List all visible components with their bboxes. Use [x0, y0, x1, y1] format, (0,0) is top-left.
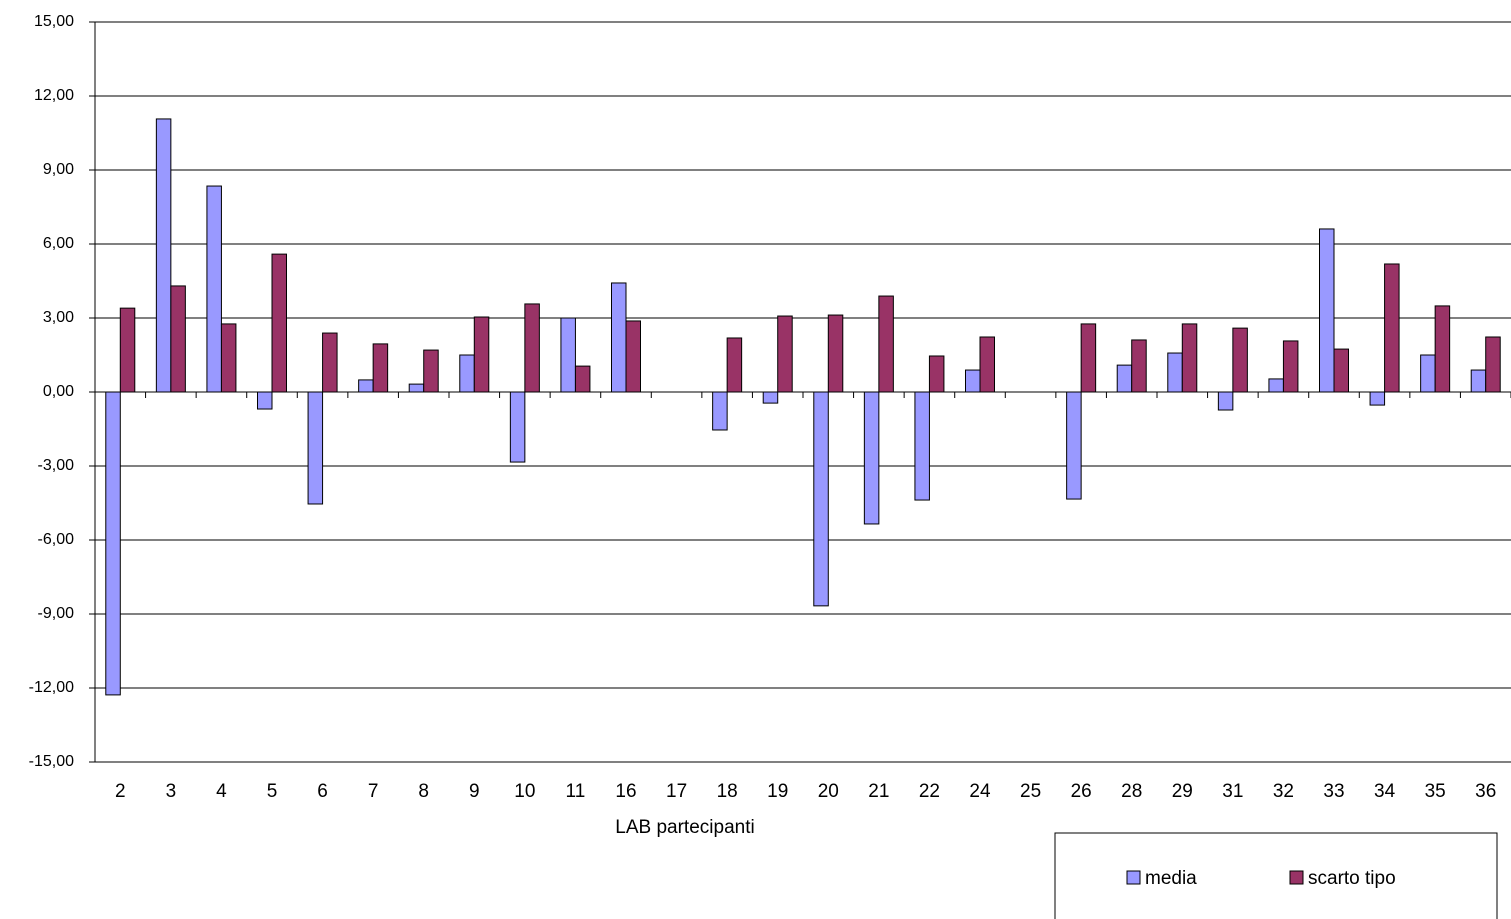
bar	[1319, 228, 1335, 393]
bar	[560, 317, 576, 393]
y-tick-label: -6,00	[38, 531, 75, 548]
x-tick-label: 31	[1222, 781, 1243, 802]
x-tick-label: 6	[317, 781, 328, 802]
bar	[1384, 263, 1400, 393]
bar	[979, 336, 995, 393]
x-tick-label: 18	[717, 781, 738, 802]
legend-box	[1054, 832, 1498, 919]
bar	[322, 332, 338, 393]
bar	[119, 307, 136, 393]
bar	[625, 320, 641, 393]
y-tick-label: -9,00	[38, 605, 75, 622]
bar	[914, 391, 930, 501]
x-axis-label: LAB partecipanti	[615, 817, 754, 838]
bar	[271, 253, 287, 393]
x-tick-label: 9	[469, 781, 480, 802]
y-tick-label: 6,00	[43, 235, 74, 252]
x-tick-label: 24	[969, 781, 991, 802]
bar	[524, 303, 540, 393]
x-tick-label: 34	[1374, 781, 1396, 802]
x-tick-label: 33	[1323, 781, 1344, 802]
bar	[509, 391, 526, 463]
x-tick-label: 20	[818, 781, 839, 802]
bar	[1369, 391, 1386, 406]
bar	[257, 391, 273, 410]
bar	[863, 391, 880, 525]
bar	[423, 349, 439, 393]
x-tick-label: 32	[1273, 781, 1294, 802]
y-tick-label: -15,00	[29, 753, 74, 770]
y-tick-label: 0,00	[43, 383, 74, 400]
x-tick-label: 10	[514, 781, 535, 802]
y-tick-label: -12,00	[29, 679, 74, 696]
bar	[762, 391, 779, 404]
bar	[1066, 391, 1082, 500]
bar	[712, 391, 728, 431]
x-tick-label: 19	[767, 781, 788, 802]
x-tick-label: 4	[216, 781, 227, 802]
bar	[827, 314, 844, 393]
bar	[777, 315, 793, 393]
bar	[928, 355, 945, 393]
bar	[155, 118, 172, 393]
y-tick-label: 3,00	[43, 309, 74, 326]
x-tick-label: 2	[115, 781, 126, 802]
bar	[1268, 378, 1284, 393]
y-tick-label: 12,00	[34, 87, 74, 104]
bar	[1282, 340, 1299, 393]
legend-label: media	[1145, 868, 1197, 889]
bar	[965, 369, 981, 393]
x-tick-label: 21	[868, 781, 889, 802]
x-tick-label: 8	[418, 781, 429, 802]
y-tick-label: 15,00	[34, 13, 74, 30]
bar	[1232, 327, 1248, 393]
bar	[220, 323, 237, 393]
bar	[611, 282, 627, 393]
bar	[1333, 348, 1349, 393]
bar	[1116, 364, 1133, 393]
bar	[170, 285, 186, 393]
bar	[1420, 354, 1436, 393]
bar	[726, 337, 743, 393]
legend-key	[1289, 870, 1304, 885]
x-tick-label: 35	[1425, 781, 1446, 802]
x-tick-label: 25	[1020, 781, 1041, 802]
bar	[1181, 323, 1198, 393]
y-tick-label: 9,00	[43, 161, 74, 178]
bar	[206, 185, 222, 393]
legend-key	[1126, 870, 1141, 885]
bar	[1485, 336, 1501, 393]
bar	[813, 391, 829, 607]
x-tick-label: 17	[666, 781, 687, 802]
y-tick-label: -3,00	[38, 457, 75, 474]
x-tick-label: 28	[1121, 781, 1142, 802]
bar	[358, 379, 374, 393]
bar	[878, 295, 894, 393]
bar	[473, 316, 490, 393]
bar	[372, 343, 389, 393]
x-tick-label: 29	[1172, 781, 1193, 802]
x-tick-label: 26	[1071, 781, 1092, 802]
bar	[1131, 339, 1147, 393]
x-tick-label: 16	[615, 781, 636, 802]
x-tick-label: 22	[919, 781, 940, 802]
bar	[307, 391, 324, 505]
bar	[105, 391, 121, 696]
x-tick-label: 5	[267, 781, 278, 802]
bar	[1080, 323, 1097, 393]
bar	[1434, 305, 1451, 393]
x-tick-label: 3	[166, 781, 177, 802]
bar	[408, 383, 425, 393]
x-tick-label: 7	[368, 781, 379, 802]
x-tick-label: 11	[566, 781, 586, 802]
bar	[459, 354, 475, 393]
x-tick-label: 36	[1475, 781, 1496, 802]
bar	[1470, 369, 1487, 393]
bar	[1217, 391, 1234, 411]
bar	[574, 365, 591, 393]
legend-label: scarto tipo	[1308, 868, 1396, 889]
bar	[1167, 352, 1183, 393]
